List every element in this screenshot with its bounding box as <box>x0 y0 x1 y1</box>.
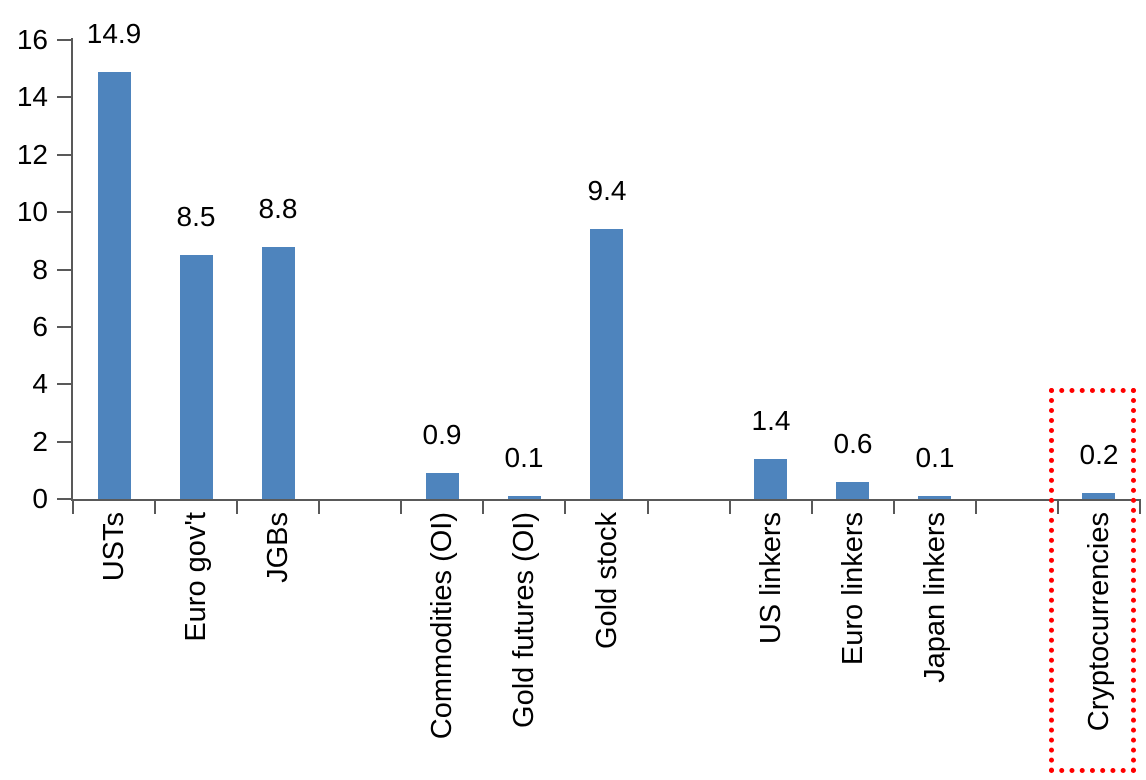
highlight-box-cryptocurrencies <box>1049 388 1136 773</box>
x-axis-label-usts: USTs <box>98 512 130 582</box>
bar-us-linkers <box>754 459 787 499</box>
bar-cryptocurrencies <box>1082 493 1115 499</box>
y-axis-line <box>71 38 73 501</box>
value-label-jgbs: 8.8 <box>258 193 298 224</box>
value-label-euro-gov-t: 8.5 <box>176 201 216 232</box>
x-tick <box>810 501 813 514</box>
bar-jgbs <box>262 247 295 499</box>
x-axis-label-jgbs: JGBs <box>262 512 294 583</box>
x-tick <box>318 501 321 514</box>
x-axis-label-commodities-oi: Commodities (OI) <box>426 512 458 740</box>
bar-euro-linkers <box>836 482 869 499</box>
y-tick <box>57 153 72 156</box>
x-tick <box>1056 501 1059 514</box>
x-tick <box>974 501 977 514</box>
x-axis-label-euro-linkers: Euro linkers <box>837 512 869 666</box>
bar-commodities-oi <box>426 473 459 499</box>
y-tick <box>57 383 72 386</box>
y-tick-label: 0 <box>32 483 48 514</box>
value-label-gold-futures-oi: 0.1 <box>504 442 544 473</box>
x-tick <box>892 501 895 514</box>
value-label-cryptocurrencies: 0.2 <box>1079 439 1119 470</box>
y-tick <box>57 498 72 500</box>
bar-gold-futures-oi <box>508 496 541 499</box>
x-axis-label-gold-futures-oi: Gold futures (OI) <box>508 512 540 728</box>
value-label-commodities-oi: 0.9 <box>422 419 462 450</box>
bar-gold-stock <box>590 229 623 499</box>
y-tick-label: 10 <box>16 196 48 228</box>
x-tick <box>646 501 649 514</box>
y-tick <box>57 440 72 443</box>
bar-euro-gov-t <box>180 255 213 499</box>
value-label-gold-stock: 9.4 <box>587 175 627 206</box>
y-tick-label: 6 <box>32 310 48 342</box>
value-label-usts: 14.9 <box>86 18 142 49</box>
y-tick-label: 8 <box>32 253 48 285</box>
y-tick <box>57 96 72 99</box>
x-axis-line <box>71 499 1141 501</box>
x-tick <box>236 501 239 514</box>
y-tick <box>57 325 72 328</box>
x-tick <box>72 501 74 514</box>
y-tick <box>57 268 72 271</box>
x-axis-label-japan-linkers: Japan linkers <box>919 512 951 683</box>
bar-japan-linkers <box>918 496 951 499</box>
value-label-us-linkers: 1.4 <box>751 405 791 436</box>
x-axis-label-gold-stock: Gold stock <box>591 512 623 649</box>
bar-usts <box>98 72 131 499</box>
x-tick <box>154 501 157 514</box>
x-tick <box>1139 501 1141 514</box>
y-tick <box>57 39 72 41</box>
y-tick-label: 12 <box>16 138 48 170</box>
x-axis-label-us-linkers: US linkers <box>755 512 787 645</box>
y-tick-label: 2 <box>32 425 48 457</box>
value-label-euro-linkers: 0.6 <box>833 428 873 459</box>
x-tick <box>564 501 567 514</box>
y-tick-label: 16 <box>16 24 48 55</box>
x-tick <box>728 501 731 514</box>
y-tick-label: 14 <box>16 81 48 113</box>
x-tick <box>400 501 403 514</box>
x-axis-label-euro-gov-t: Euro gov't <box>180 512 212 642</box>
y-tick-label: 4 <box>32 368 48 400</box>
y-tick <box>57 211 72 214</box>
value-label-japan-linkers: 0.1 <box>915 442 955 473</box>
x-tick <box>482 501 485 514</box>
